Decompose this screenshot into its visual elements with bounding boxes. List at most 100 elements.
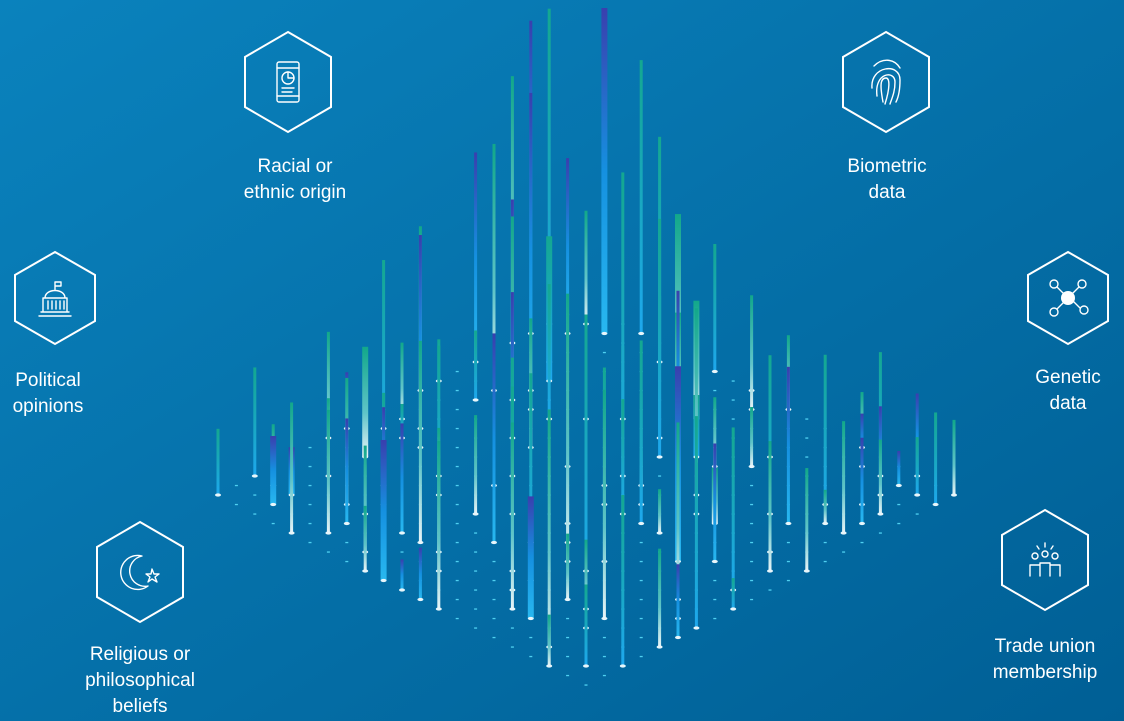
bar <box>529 92 533 410</box>
dot <box>308 465 312 468</box>
icon-biometric <box>842 30 930 134</box>
bar-base <box>803 569 810 573</box>
dot <box>253 513 257 515</box>
dot <box>566 636 570 639</box>
dot <box>786 560 790 563</box>
dot <box>713 617 717 620</box>
bar-base <box>785 521 792 526</box>
dot <box>897 503 901 506</box>
bar <box>621 399 625 514</box>
bar <box>768 441 772 571</box>
dot <box>639 655 643 658</box>
icon-racial <box>244 30 332 134</box>
bar-base <box>380 578 387 583</box>
dot <box>805 437 809 439</box>
bar <box>860 437 864 524</box>
dot <box>492 598 496 601</box>
bar-base <box>711 559 718 564</box>
bar <box>566 533 570 600</box>
dot <box>474 608 478 610</box>
category-label: Biometric <box>847 156 926 177</box>
bar <box>437 345 441 495</box>
bar-base <box>877 512 884 516</box>
bar <box>363 505 367 571</box>
dot <box>474 570 478 572</box>
dot <box>308 484 312 487</box>
dot <box>878 532 882 534</box>
dot <box>731 399 735 401</box>
bar <box>676 564 680 638</box>
dot <box>658 475 662 477</box>
bar-base <box>656 531 663 535</box>
dot <box>510 646 514 648</box>
dot <box>602 655 606 658</box>
dot <box>455 427 459 430</box>
bar-base <box>675 635 681 640</box>
bar <box>584 539 588 609</box>
icon-political <box>14 250 96 346</box>
dot <box>474 627 478 629</box>
bar-base <box>583 664 589 668</box>
dot <box>455 579 459 582</box>
dot <box>639 636 643 639</box>
bar-base <box>693 626 700 630</box>
bar-base <box>914 493 921 497</box>
bar-base <box>399 531 405 535</box>
bar <box>694 416 698 628</box>
icon-trade-union <box>1001 508 1089 612</box>
bar <box>566 158 570 334</box>
dot <box>750 503 754 506</box>
category-label: philosophical <box>85 670 195 691</box>
bar <box>713 397 717 467</box>
bar <box>547 409 551 647</box>
category-label: Trade union <box>995 636 1096 657</box>
dot <box>731 380 735 382</box>
dot <box>492 579 496 582</box>
bar <box>326 409 330 533</box>
bar-base <box>564 597 571 602</box>
dot <box>308 446 312 449</box>
dot <box>345 560 349 563</box>
bar-base <box>325 531 332 535</box>
category-label: opinions <box>13 396 84 417</box>
dot <box>474 589 478 591</box>
bar <box>326 331 330 438</box>
dot <box>750 598 754 601</box>
bar-base <box>417 540 424 545</box>
bar <box>492 333 496 543</box>
dot <box>492 560 496 563</box>
dot <box>455 503 459 506</box>
category-label: ethnic origin <box>244 182 346 203</box>
bar <box>601 8 608 334</box>
dot <box>566 674 570 677</box>
bar <box>474 152 478 362</box>
dot <box>805 418 809 420</box>
bar-base <box>491 540 497 545</box>
dot <box>529 636 533 639</box>
bar <box>418 340 422 543</box>
bar-base <box>822 521 829 526</box>
bar <box>400 559 404 590</box>
category-label: beliefs <box>113 696 168 717</box>
category-label: data <box>869 182 906 203</box>
bar <box>566 293 570 562</box>
bar <box>584 314 588 571</box>
bar <box>400 423 404 533</box>
bar <box>270 436 277 505</box>
dot <box>474 551 478 553</box>
category-label: membership <box>993 662 1098 683</box>
bar <box>878 439 882 514</box>
bar <box>621 172 625 476</box>
dot <box>639 579 643 582</box>
icon-genetic <box>1027 250 1109 346</box>
dot <box>897 522 901 525</box>
dot <box>510 627 514 629</box>
bar <box>658 489 662 533</box>
dot <box>308 503 312 506</box>
bar-base <box>472 512 479 516</box>
dot <box>474 532 478 534</box>
category-label: Religious or <box>90 644 191 665</box>
dot <box>234 503 238 506</box>
bar-base <box>546 664 553 668</box>
